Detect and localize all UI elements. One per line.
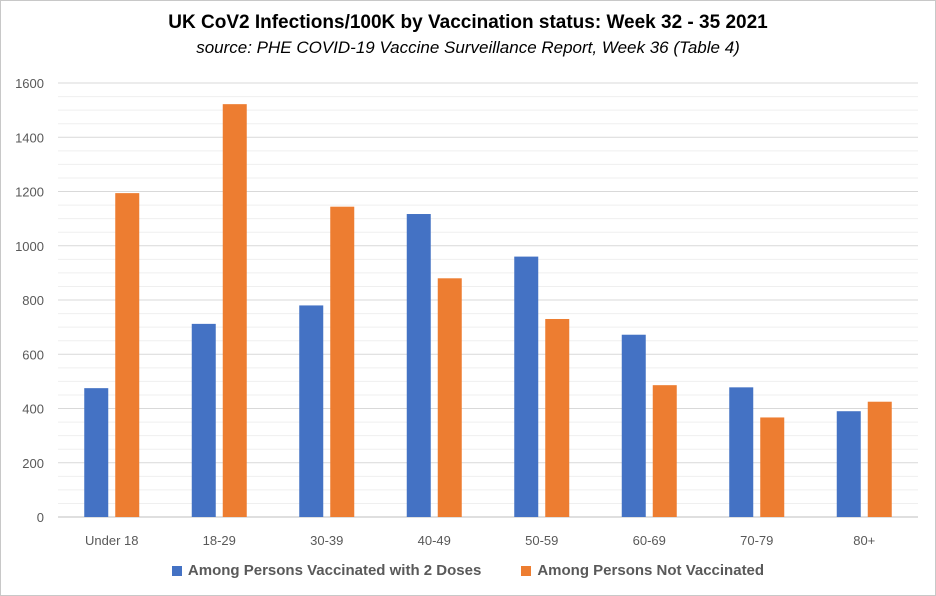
y-tick-label: 800 <box>22 293 44 308</box>
bar-not-vaccinated <box>545 318 570 517</box>
bar-vaccinated <box>299 305 324 517</box>
x-tick-label: 30-39 <box>310 533 343 548</box>
bar-not-vaccinated <box>652 385 677 517</box>
bar-not-vaccinated <box>222 104 247 517</box>
y-tick-label: 400 <box>22 402 44 417</box>
bar-not-vaccinated <box>760 417 785 517</box>
y-tick-label: 200 <box>22 456 44 471</box>
x-tick-label: 60-69 <box>633 533 666 548</box>
bar-vaccinated <box>729 387 754 517</box>
x-tick-label: Under 18 <box>85 533 138 548</box>
bar-vaccinated <box>836 411 861 517</box>
bar-vaccinated <box>406 214 431 518</box>
y-tick-label: 1400 <box>15 130 44 145</box>
legend-label-vaccinated: Among Persons Vaccinated with 2 Doses <box>187 562 482 579</box>
legend-item-vaccinated: Among Persons Vaccinated with 2 Doses <box>171 562 482 579</box>
y-tick-label: 0 <box>37 510 44 525</box>
bar-vaccinated <box>84 388 109 517</box>
bar-not-vaccinated <box>437 278 462 517</box>
bar-not-vaccinated <box>867 401 892 517</box>
x-tick-label: 18-29 <box>203 533 236 548</box>
y-tick-label: 600 <box>22 347 44 362</box>
chart-title: UK CoV2 Infections/100K by Vaccination s… <box>168 12 768 33</box>
legend-swatch-not-vaccinated <box>521 565 532 576</box>
x-tick-label: 50-59 <box>525 533 558 548</box>
bar-not-vaccinated <box>115 193 140 517</box>
bar-not-vaccinated <box>330 206 355 517</box>
legend-swatch-vaccinated <box>171 565 182 576</box>
chart-subtitle: source: PHE COVID-19 Vaccine Surveillanc… <box>196 38 740 57</box>
legend-label-not-vaccinated: Among Persons Not Vaccinated <box>537 562 765 579</box>
y-tick-label: 1200 <box>15 185 44 200</box>
x-tick-label: 80+ <box>853 533 875 548</box>
y-tick-label: 1000 <box>15 239 44 254</box>
legend: Among Persons Vaccinated with 2 Doses Am… <box>0 562 936 579</box>
y-tick-label: 1600 <box>15 76 44 91</box>
bar-vaccinated <box>621 334 646 517</box>
x-tick-label: 70-79 <box>740 533 773 548</box>
legend-item-not-vaccinated: Among Persons Not Vaccinated <box>521 562 764 579</box>
bar-vaccinated <box>514 256 539 517</box>
bar-vaccinated <box>191 323 216 517</box>
x-tick-label: 40-49 <box>418 533 451 548</box>
